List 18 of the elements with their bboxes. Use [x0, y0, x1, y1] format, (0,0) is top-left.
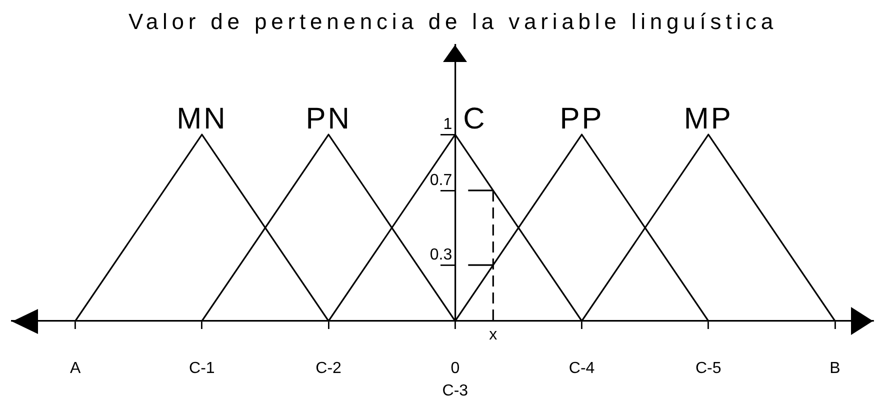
x-tick-label: C-5 [696, 360, 722, 378]
x-tick-label: A [70, 360, 81, 378]
series-label: MP [684, 102, 733, 136]
series-label: MN [176, 102, 228, 136]
x-tick-label: C-1 [189, 360, 215, 378]
x-tick-label: B [830, 360, 840, 378]
chart-title: Valor de pertenencia de la variable linguística [127, 9, 779, 35]
y-tick-label: 1 [443, 116, 452, 133]
x-tick-label: C-2 [316, 360, 342, 378]
text: C-3 [442, 382, 468, 400]
y-tick-label: 0.3 [430, 246, 452, 264]
x-tick-label: C-4 [568, 360, 595, 378]
annotation: x [489, 326, 498, 344]
series-label: PP [560, 102, 604, 136]
series-label: C [463, 102, 487, 136]
series-label: PN [306, 102, 352, 136]
x-tick-label: 0 [450, 360, 460, 378]
y-tick-label: 0.7 [430, 172, 452, 189]
